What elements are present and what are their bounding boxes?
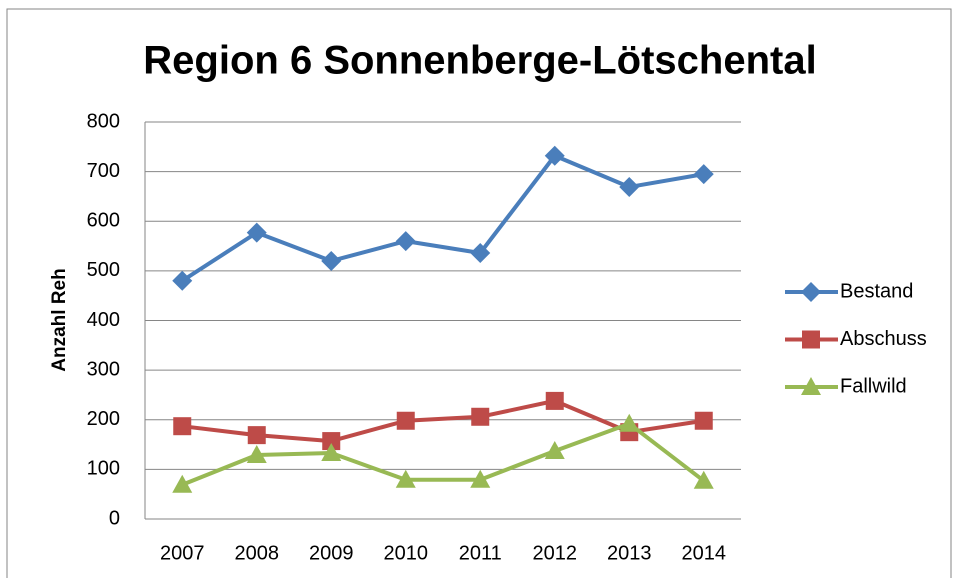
data-point xyxy=(544,145,565,166)
data-point xyxy=(693,470,714,489)
legend-marker xyxy=(802,330,820,349)
legend-label: Bestand xyxy=(840,280,913,302)
legend-label: Abschuss xyxy=(840,328,927,350)
chart-title: Region 6 Sonnenberge-Lötschental xyxy=(143,39,816,83)
legend-marker xyxy=(801,377,821,395)
x-tick-label: 2014 xyxy=(682,542,727,564)
data-point xyxy=(395,231,416,252)
y-tick-label: 600 xyxy=(87,210,120,232)
legend-label: Fallwild xyxy=(840,375,907,397)
data-point xyxy=(321,442,342,461)
data-point xyxy=(471,407,490,426)
data-point xyxy=(396,411,415,430)
data-point xyxy=(321,250,342,271)
x-tick-label: 2010 xyxy=(384,542,429,564)
y-axis-label: Anzahl Reh xyxy=(49,268,70,371)
y-tick-label: 200 xyxy=(87,408,120,430)
data-point xyxy=(247,426,266,445)
data-point xyxy=(693,164,714,185)
y-tick-label: 0 xyxy=(109,507,120,529)
x-tick-label: 2008 xyxy=(235,542,280,564)
x-tick-label: 2007 xyxy=(160,542,205,564)
series-line xyxy=(181,421,705,487)
data-point xyxy=(619,413,640,432)
data-point xyxy=(694,411,713,430)
x-tick-label: 2011 xyxy=(459,542,502,564)
x-tick-label: 2013 xyxy=(607,542,652,564)
y-tick-label: 700 xyxy=(87,160,120,182)
x-tick-label: 2009 xyxy=(309,542,354,564)
data-point xyxy=(246,222,267,243)
x-tick-label: 2012 xyxy=(533,542,578,564)
y-tick-label: 400 xyxy=(87,309,120,331)
data-point xyxy=(322,432,341,451)
data-point xyxy=(395,469,416,488)
data-point xyxy=(545,391,564,410)
series-line xyxy=(181,153,705,283)
data-point xyxy=(470,469,491,488)
data-point xyxy=(173,417,192,436)
data-point xyxy=(619,177,640,198)
data-point xyxy=(246,444,267,463)
y-tick-label: 500 xyxy=(87,259,120,281)
data-point xyxy=(544,441,565,460)
data-point xyxy=(470,243,491,264)
legend-marker xyxy=(801,282,821,302)
y-tick-label: 100 xyxy=(87,458,120,480)
y-tick-label: 300 xyxy=(87,358,120,380)
y-tick-label: 800 xyxy=(87,110,120,132)
data-point xyxy=(172,474,193,493)
data-point xyxy=(172,270,193,291)
